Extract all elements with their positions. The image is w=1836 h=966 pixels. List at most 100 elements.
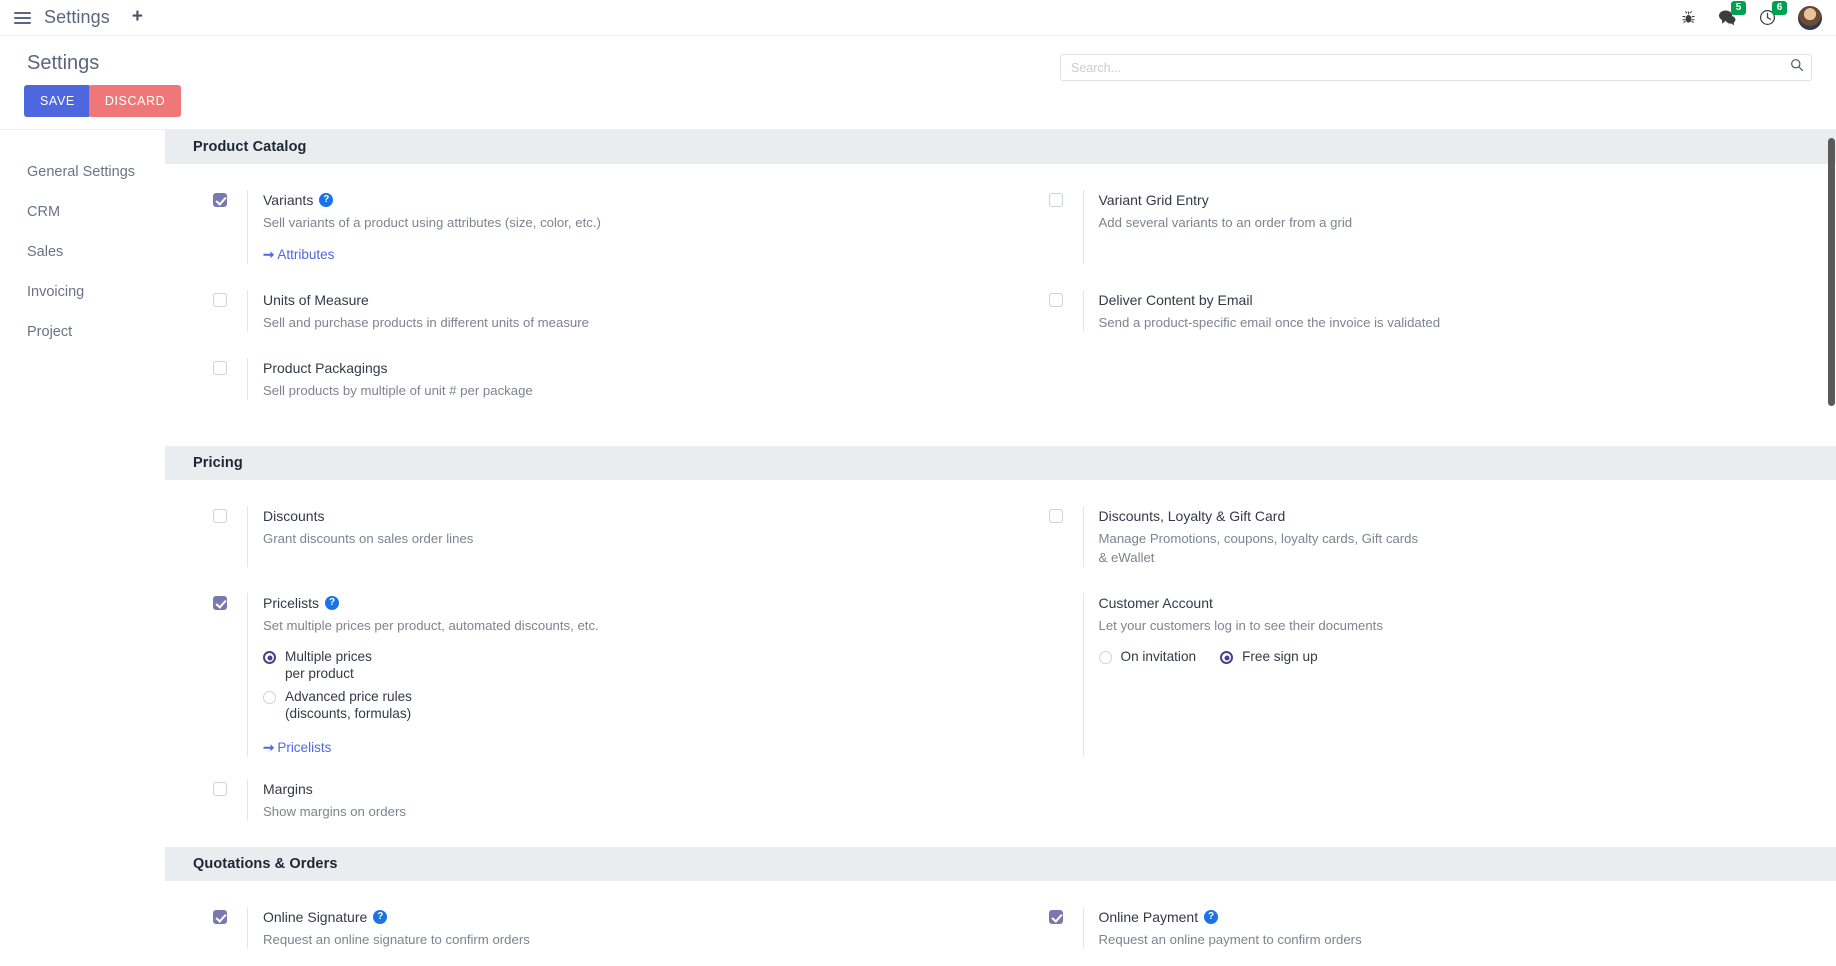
online-signature-description: Request an online signature to confirm o… xyxy=(263,932,530,947)
help-icon[interactable]: ? xyxy=(325,596,340,610)
help-icon[interactable]: ? xyxy=(1204,910,1219,924)
setting-online-payment: Online Payment ? Request an online payme… xyxy=(1001,907,1836,949)
deliver-content-by-email-description: Send a product-specific email once the i… xyxy=(1098,315,1441,330)
user-avatar[interactable] xyxy=(1798,5,1822,30)
section-header-pricing: Pricing xyxy=(165,446,1836,480)
discounts-loyalty-gift-card-label: Discounts, Loyalty & Gift Card xyxy=(1098,508,1286,524)
top-navbar: Settings + 5 6 xyxy=(0,0,1836,36)
online-payment-description: Request an online payment to confirm ord… xyxy=(1098,932,1362,947)
variant-grid-entry-label: Variant Grid Entry xyxy=(1098,192,1209,208)
margins-checkbox[interactable] xyxy=(213,782,227,796)
deliver-content-by-email-checkbox[interactable] xyxy=(1048,293,1063,307)
customer-account-description: Let your customers log in to see their d… xyxy=(1098,618,1383,633)
arrow-right-icon: ➞ xyxy=(263,740,275,755)
radio-free-sign-up-input[interactable] xyxy=(1220,651,1234,664)
units-of-measure-checkbox[interactable] xyxy=(213,293,227,307)
units-of-measure-label: Units of Measure xyxy=(263,292,369,308)
pricelists-radio-group: Multiple prices per product Advanced pri… xyxy=(263,648,971,722)
pricelists-link[interactable]: ➞ Pricelists xyxy=(263,740,332,755)
discounts-checkbox[interactable] xyxy=(213,509,227,523)
variant-grid-entry-description: Add several variants to an order from a … xyxy=(1098,215,1353,230)
attributes-link[interactable]: ➞ Attributes xyxy=(263,247,335,262)
setting-deliver-content-by-email: Deliver Content by Email Send a product-… xyxy=(1001,290,1836,332)
section-header-product-catalog: Product Catalog xyxy=(165,130,1836,164)
sidebar-item-general-settings[interactable]: General Settings xyxy=(27,164,136,180)
variants-label: Variants xyxy=(263,192,314,208)
radio-advanced-price-rules-input[interactable] xyxy=(263,691,276,704)
variants-checkbox-wrap xyxy=(213,190,247,264)
search-container xyxy=(1060,54,1812,81)
setting-units-of-measure: Units of Measure Sell and purchase produ… xyxy=(165,290,1001,332)
settings-body: General Settings CRM Sales Invoicing Pro… xyxy=(0,130,1836,966)
margins-description: Show margins on orders xyxy=(263,804,406,819)
help-icon[interactable]: ? xyxy=(373,910,388,924)
setting-customer-account: Customer Account Let your customers log … xyxy=(1001,593,1836,757)
section-body-pricing: Discounts Grant discounts on sales order… xyxy=(165,480,1836,847)
discounts-loyalty-gift-card-checkbox[interactable] xyxy=(1048,509,1063,523)
sidebar-item-crm[interactable]: CRM xyxy=(27,204,61,220)
discounts-loyalty-gift-card-description: Manage Promotions, coupons, loyalty card… xyxy=(1098,531,1419,565)
discard-button[interactable]: DISCARD xyxy=(88,85,182,117)
pricelists-label: Pricelists xyxy=(263,595,320,611)
arrow-right-icon: ➞ xyxy=(263,247,275,262)
section-header-quotations-orders: Quotations & Orders xyxy=(165,847,1836,881)
vertical-scrollbar-thumb[interactable] xyxy=(1828,138,1835,406)
settings-sections: Product Catalog Variants ? Sell variants… xyxy=(165,130,1836,966)
settings-scroll-pane[interactable]: Product Catalog Variants ? Sell variants… xyxy=(165,130,1836,966)
online-payment-checkbox[interactable] xyxy=(1048,910,1063,924)
sidebar-item-project[interactable]: Project xyxy=(27,324,73,340)
product-packagings-checkbox[interactable] xyxy=(213,361,227,375)
customer-account-no-checkbox xyxy=(1049,593,1083,757)
variants-checkbox[interactable] xyxy=(213,193,227,207)
control-panel: Settings SAVE DISCARD xyxy=(0,36,1836,130)
app-name[interactable]: Settings xyxy=(44,7,110,27)
online-signature-checkbox[interactable] xyxy=(213,910,227,924)
settings-sidebar: General Settings CRM Sales Invoicing Pro… xyxy=(0,130,165,966)
setting-product-packagings: Product Packagings Sell products by mult… xyxy=(165,358,1001,400)
control-panel-left: Settings SAVE DISCARD xyxy=(24,46,904,117)
radio-multiple-prices-per-product-input[interactable] xyxy=(263,651,276,664)
discounts-label: Discounts xyxy=(263,508,325,524)
setting-margins: Margins Show margins on orders xyxy=(165,779,1001,821)
radio-multiple-prices-per-product[interactable]: Multiple prices per product xyxy=(263,648,971,682)
deliver-content-by-email-label: Deliver Content by Email xyxy=(1098,292,1253,308)
pricelists-description: Set multiple prices per product, automat… xyxy=(263,618,599,633)
page-title: Settings xyxy=(27,52,100,74)
sidebar-item-sales[interactable]: Sales xyxy=(27,244,64,260)
units-of-measure-description: Sell and purchase products in different … xyxy=(263,315,589,330)
setting-variant-grid-entry: Variant Grid Entry Add several variants … xyxy=(1001,190,1836,264)
messages-count-badge: 5 xyxy=(1731,1,1746,15)
vertical-scrollbar[interactable] xyxy=(1828,130,1835,966)
messages-icon[interactable]: 5 xyxy=(1718,1,1746,26)
setting-discounts: Discounts Grant discounts on sales order… xyxy=(165,506,1001,567)
radio-on-invitation-input[interactable] xyxy=(1098,651,1112,664)
setting-online-signature: Online Signature ? Request an online sig… xyxy=(165,907,1001,949)
radio-advanced-price-rules[interactable]: Advanced price rules (discounts, formula… xyxy=(263,688,971,722)
topbar-actions: 5 6 xyxy=(1681,1,1836,30)
save-button[interactable]: SAVE xyxy=(24,85,91,117)
hamburger-icon[interactable] xyxy=(0,11,44,24)
pricelists-checkbox[interactable] xyxy=(213,596,227,610)
help-icon[interactable]: ? xyxy=(319,193,334,207)
radio-free-sign-up[interactable]: Free sign up xyxy=(1220,648,1318,665)
margins-label: Margins xyxy=(263,781,313,797)
search-input[interactable] xyxy=(1060,54,1812,81)
online-payment-label: Online Payment xyxy=(1098,909,1199,925)
action-buttons: SAVE DISCARD xyxy=(24,85,904,117)
setting-discounts-loyalty-gift-card: Discounts, Loyalty & Gift Card Manage Pr… xyxy=(1001,506,1836,567)
setting-pricelists: Pricelists ? Set multiple prices per pro… xyxy=(165,593,1001,757)
sidebar-item-invoicing[interactable]: Invoicing xyxy=(27,284,85,300)
customer-account-radio-group: On invitation Free sign up xyxy=(1098,648,1807,665)
radio-on-invitation[interactable]: On invitation xyxy=(1098,648,1196,665)
add-tab-button[interactable]: + xyxy=(131,6,143,27)
customer-account-label: Customer Account xyxy=(1098,595,1213,611)
section-body-product-catalog: Variants ? Sell variants of a product us… xyxy=(165,164,1836,446)
product-packagings-label: Product Packagings xyxy=(263,360,388,376)
activities-count-badge: 6 xyxy=(1772,1,1787,15)
discounts-description: Grant discounts on sales order lines xyxy=(263,531,474,546)
section-body-quotations-orders: Online Signature ? Request an online sig… xyxy=(165,881,1836,966)
clock-activity-icon[interactable]: 6 xyxy=(1759,1,1787,26)
variant-grid-entry-checkbox[interactable] xyxy=(1048,193,1063,207)
product-packagings-description: Sell products by multiple of unit # per … xyxy=(263,383,533,398)
bug-icon[interactable] xyxy=(1681,10,1696,25)
